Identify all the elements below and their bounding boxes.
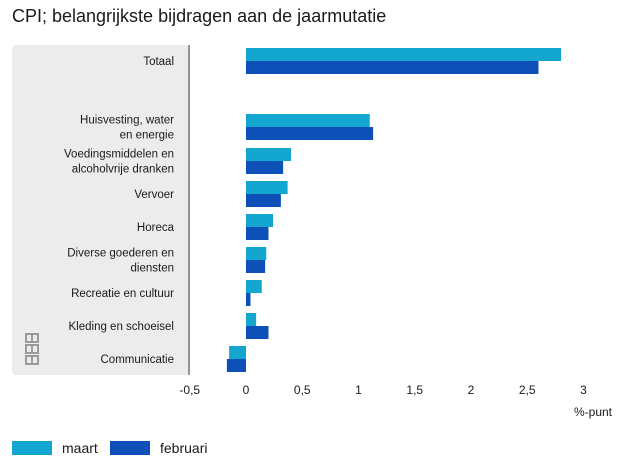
bar-februari-6 xyxy=(246,293,251,306)
bar-maart-8 xyxy=(229,346,246,359)
category-label-5-1: diensten xyxy=(131,263,174,275)
category-label-2-0: Voedingsmiddelen en xyxy=(64,149,174,161)
category-label-5-0: Diverse goederen en xyxy=(67,248,174,260)
bar-maart-7 xyxy=(246,313,257,326)
category-label-2-1: alcoholvrije dranken xyxy=(72,164,174,176)
category-label-7-0: Kleding en schoeisel xyxy=(69,321,175,333)
x-axis-label: %-punt xyxy=(574,405,613,419)
bar-maart-2 xyxy=(246,148,291,161)
bar-februari-3 xyxy=(246,194,281,207)
x-tick-label: 2,5 xyxy=(519,383,536,397)
cbs-logo-icon xyxy=(22,330,44,371)
category-label-0-0: Totaal xyxy=(143,56,174,68)
bar-maart-3 xyxy=(246,181,288,194)
bar-februari-5 xyxy=(246,260,266,273)
x-tick-label: 0 xyxy=(243,383,250,397)
legend-label-februari: februari xyxy=(160,440,208,456)
bar-maart-5 xyxy=(246,247,267,260)
bar-februari-4 xyxy=(246,227,269,240)
category-label-panel xyxy=(12,45,189,375)
bar-februari-2 xyxy=(246,161,284,174)
bar-februari-7 xyxy=(246,326,269,339)
x-tick-label: 1 xyxy=(355,383,362,397)
category-label-1-0: Huisvesting, water xyxy=(80,115,174,127)
bar-maart-4 xyxy=(246,214,273,227)
category-label-4-0: Horeca xyxy=(137,222,175,234)
x-tick-label: 0,5 xyxy=(294,383,311,397)
bar-februari-1 xyxy=(246,127,374,140)
x-tick-label: 3 xyxy=(580,383,587,397)
category-label-1-1: en energie xyxy=(120,130,174,142)
legend-item-maart: maart xyxy=(12,440,98,456)
x-tick-label: -0,5 xyxy=(179,383,200,397)
legend-label-maart: maart xyxy=(62,440,98,456)
category-label-8-0: Communicatie xyxy=(101,354,175,366)
legend-swatch-maart xyxy=(12,441,52,455)
category-label-6-0: Recreatie en cultuur xyxy=(71,288,174,300)
x-tick-label: 2 xyxy=(468,383,475,397)
legend-item-februari: februari xyxy=(110,440,207,456)
bar-maart-6 xyxy=(246,280,262,293)
bar-februari-0 xyxy=(246,61,539,74)
category-label-3-0: Vervoer xyxy=(134,189,174,201)
x-tick-label: 1,5 xyxy=(406,383,423,397)
legend-swatch-februari xyxy=(110,441,150,455)
bar-maart-0 xyxy=(246,48,561,61)
chart-title: CPI; belangrijkste bijdragen aan de jaar… xyxy=(12,6,387,26)
bar-maart-1 xyxy=(246,114,370,127)
bar-februari-8 xyxy=(226,359,246,372)
